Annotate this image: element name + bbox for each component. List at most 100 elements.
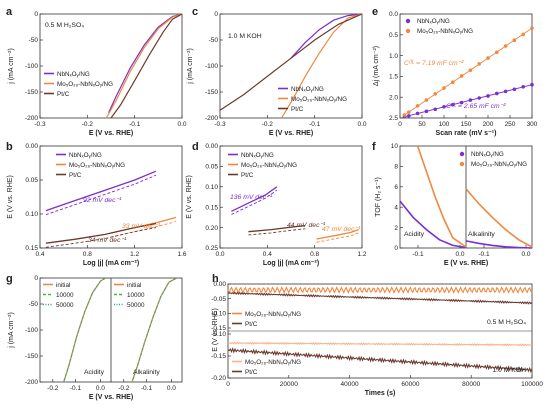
x-tick-label: 0.8 bbox=[310, 251, 319, 258]
y-tick-label: 0 bbox=[34, 11, 38, 18]
x-tick-label: 0.0 bbox=[167, 385, 176, 392]
y-tick-label: 0.10 bbox=[25, 211, 38, 218]
y-tick-label: -200 bbox=[25, 379, 38, 386]
legend-marker bbox=[459, 161, 465, 167]
legend-label: Pt/C bbox=[245, 321, 258, 328]
panel-a-frame bbox=[39, 13, 183, 119]
data-point bbox=[468, 98, 473, 102]
y-tick-label: -0.05 bbox=[211, 296, 226, 303]
y-tick-label: -50 bbox=[209, 37, 219, 44]
series-line bbox=[108, 13, 183, 114]
y-axis-label: TOF (H₂ s⁻¹) bbox=[375, 177, 382, 217]
x-tick-label: 50 bbox=[418, 121, 426, 128]
tafel-annotation: 44 mV dec⁻¹ bbox=[287, 222, 326, 229]
y-tick-label: -0.15 bbox=[211, 325, 226, 332]
x-axis-label: Log |j| (mA cm⁻²) bbox=[263, 260, 319, 267]
data-point bbox=[521, 85, 525, 89]
y-tick-label: -100 bbox=[25, 327, 38, 334]
y-axis-label: j (mA cm⁻²) bbox=[8, 48, 15, 85]
x-tick-label: -0.3 bbox=[214, 121, 226, 128]
series-line bbox=[131, 277, 177, 383]
series-line bbox=[465, 240, 533, 249]
y-tick-label: 0.00 bbox=[213, 281, 226, 288]
y-tick-label: 0.00 bbox=[25, 143, 38, 150]
x-axis-label: Times (s) bbox=[365, 390, 396, 397]
data-point bbox=[468, 68, 473, 72]
series-line bbox=[227, 291, 533, 305]
x-tick-label: 40000 bbox=[341, 381, 359, 388]
x-tick-label: 100000 bbox=[521, 381, 543, 388]
x-tick-label: -0.2 bbox=[118, 385, 130, 392]
x-axis-label: E (V vs. RHE) bbox=[89, 394, 133, 401]
condition-label: Alkalinity bbox=[133, 369, 160, 376]
x-tick-label: -0.2 bbox=[82, 121, 94, 128]
y-tick-label: 2 bbox=[394, 225, 398, 232]
x-tick-label: 0.0 bbox=[455, 251, 464, 258]
y-tick-label: 0.10 bbox=[205, 184, 218, 191]
condition-label: Alkalinity bbox=[468, 231, 495, 238]
electrolyte-label: 1.0 M KOH bbox=[492, 367, 526, 374]
x-tick-label: 20000 bbox=[280, 381, 298, 388]
legend-marker bbox=[405, 18, 411, 24]
series-line bbox=[219, 13, 363, 111]
legend-label: Mo₅O₂₆-NbNₓOᵧ/NG bbox=[417, 28, 473, 35]
series-line bbox=[105, 13, 183, 119]
series-line bbox=[399, 200, 467, 249]
x-tick-label: -0.3 bbox=[34, 121, 46, 128]
x-axis-label: E (V vs. RHE) bbox=[269, 130, 313, 137]
x-tick-label: 1.6 bbox=[177, 251, 186, 258]
x-axis-label: Scan rate (mV s⁻¹) bbox=[436, 130, 497, 137]
data-point bbox=[459, 100, 464, 105]
data-point bbox=[477, 62, 482, 66]
x-tick-label: 150 bbox=[461, 121, 472, 128]
y-tick-label: 6 bbox=[394, 184, 398, 191]
series-line bbox=[110, 13, 183, 119]
data-point bbox=[402, 113, 407, 117]
legend-label: 50000 bbox=[56, 302, 74, 309]
y-axis-label: E (V vs. RHE) bbox=[186, 175, 193, 219]
data-point bbox=[495, 50, 499, 55]
x-tick-label: -0.2 bbox=[262, 121, 274, 128]
y-tick-label: 0.20 bbox=[205, 225, 218, 232]
y-tick-label: -150 bbox=[25, 353, 38, 360]
data-point bbox=[442, 104, 446, 109]
fit-line bbox=[45, 227, 157, 248]
condition-label: Acidity bbox=[84, 369, 105, 376]
data-point bbox=[521, 32, 525, 37]
x-tick-label: 0.8 bbox=[83, 251, 92, 258]
series-line bbox=[45, 170, 157, 212]
legend-marker bbox=[405, 28, 411, 34]
x-tick-label: 0.0 bbox=[521, 251, 530, 258]
y-axis-label: E (V vs. RHE) bbox=[212, 308, 219, 352]
electrolyte-label: 0.5 M H₂SO₄ bbox=[45, 22, 84, 29]
legend-label: Pt/C bbox=[291, 106, 304, 113]
tafel-annotation: 92 mV dec⁻¹ bbox=[83, 197, 122, 204]
y-tick-label: -100 bbox=[25, 63, 38, 70]
y-tick-label: 1.0 bbox=[389, 53, 398, 60]
panel-d-frame bbox=[219, 145, 363, 249]
x-tick-label: 250 bbox=[505, 121, 516, 128]
legend-label: initial bbox=[56, 282, 70, 289]
data-point bbox=[424, 109, 429, 114]
condition-label: Acidity bbox=[404, 231, 425, 238]
x-axis-label: E (V vs. RHE) bbox=[444, 260, 488, 267]
data-point bbox=[512, 87, 517, 92]
fit-line bbox=[45, 174, 157, 216]
data-point bbox=[512, 38, 517, 43]
tafel-annotation: 136 mV dec⁻¹ bbox=[230, 194, 273, 201]
data-point bbox=[486, 56, 490, 60]
y-tick-label: 0 bbox=[34, 275, 38, 282]
data-point bbox=[451, 102, 455, 107]
y-tick-label: 2.0 bbox=[389, 94, 398, 101]
x-tick-label: 0.0 bbox=[177, 121, 186, 128]
series-line bbox=[465, 188, 533, 248]
x-tick-label: -0.1 bbox=[412, 251, 424, 258]
y-tick-label: 0.25 bbox=[205, 245, 218, 252]
series-line bbox=[231, 186, 278, 212]
x-tick-label: -0.2 bbox=[47, 385, 59, 392]
series-line bbox=[290, 13, 363, 59]
y-tick-label: -0.10 bbox=[211, 311, 226, 318]
y-tick-label: -50 bbox=[29, 301, 39, 308]
y-tick-label: -50 bbox=[29, 37, 39, 44]
